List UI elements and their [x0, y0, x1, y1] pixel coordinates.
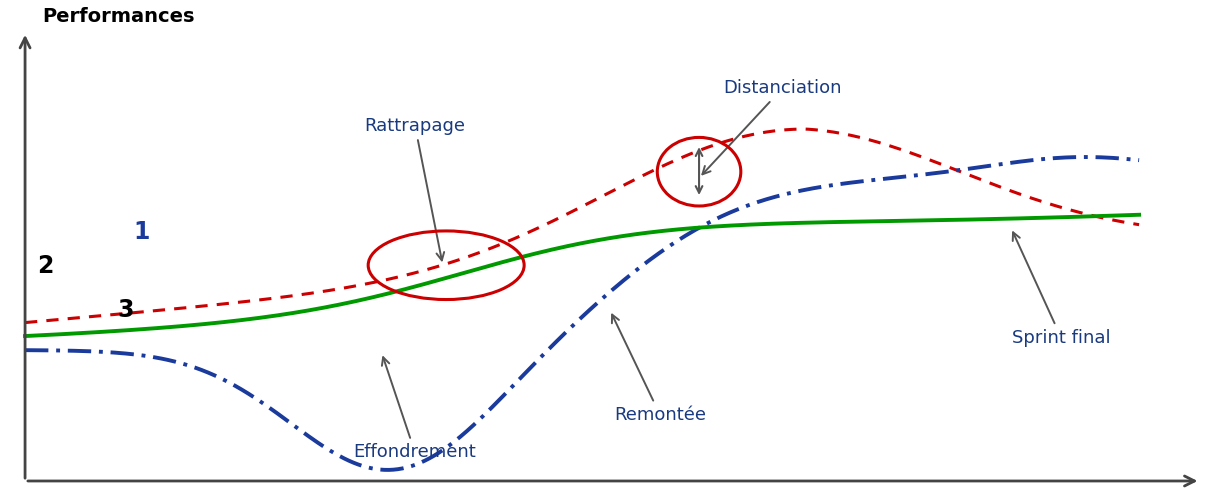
Text: Performances: Performances: [42, 7, 194, 26]
Text: Remontée: Remontée: [612, 315, 707, 424]
Text: 3: 3: [117, 298, 134, 322]
Text: 1: 1: [134, 220, 150, 244]
Text: Effondrement: Effondrement: [353, 357, 476, 461]
Text: Rattrapage: Rattrapage: [364, 117, 465, 260]
Text: 2: 2: [37, 254, 53, 278]
Text: Distanciation: Distanciation: [703, 79, 842, 174]
Text: Sprint final: Sprint final: [1012, 232, 1110, 346]
